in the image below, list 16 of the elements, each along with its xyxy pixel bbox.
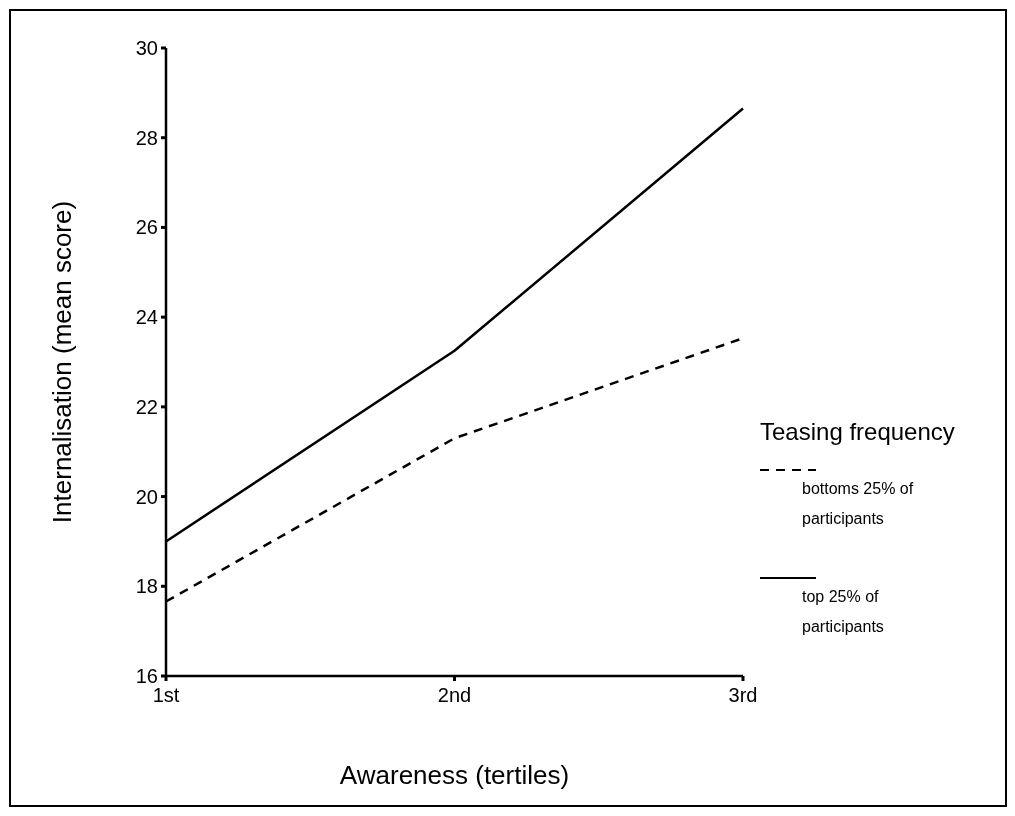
y-tick-label: 20 [135, 485, 158, 508]
x-tick-label: 1st [152, 684, 180, 706]
y-tick-label: 24 [135, 306, 158, 329]
x-tick-label: 2nd [437, 684, 472, 706]
y-tick-label: 26 [135, 216, 158, 239]
y-axis-title: Internalisation (mean score) [47, 200, 77, 524]
y-tick-label: 18 [135, 575, 158, 598]
y-tick-label: 22 [135, 395, 158, 418]
x-axis-title: Awareness (tertiles) [339, 760, 570, 790]
legend-label: bottoms 25% of participants [802, 480, 914, 527]
legend-title: Teasing frequency [760, 418, 955, 445]
y-tick-label: 28 [135, 126, 158, 149]
y-tick-label: 16 [135, 665, 158, 687]
x-tick-label: 3rd [728, 684, 758, 706]
legend-label: top 25% of participants [802, 588, 884, 635]
y-tick-label: 30 [135, 37, 158, 59]
